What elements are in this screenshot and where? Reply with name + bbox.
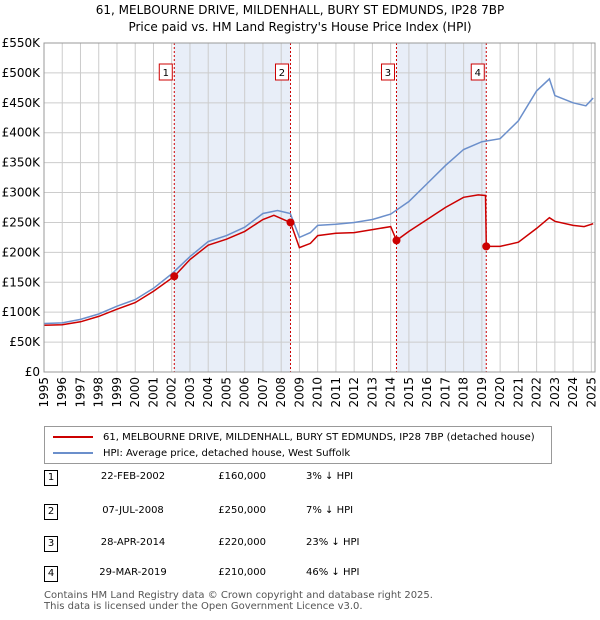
grid (43, 42, 595, 373)
legend-property-swatch (53, 436, 93, 438)
x-tick-label: 2019 (475, 377, 489, 408)
legend-property-label: 61, MELBOURNE DRIVE, MILDENHALL, BURY ST… (103, 432, 535, 443)
x-tick-label: 1995 (37, 377, 51, 408)
x-tick-label: 2010 (311, 377, 325, 408)
sale-point (286, 218, 295, 227)
sale-point (170, 272, 179, 281)
x-tick-label: 2006 (238, 377, 252, 408)
sale-markers: 1 2 3 4 (158, 63, 491, 281)
sale-label-text: 1 (163, 68, 169, 79)
sale-point (392, 236, 401, 245)
sale-label-text: 4 (475, 68, 481, 79)
y-tick-label: £350K (2, 156, 42, 170)
sale-label-text: 3 (385, 68, 391, 79)
y-tick-label: £200K (2, 245, 42, 259)
y-tick-label: £0 (25, 365, 40, 379)
x-tick-label: 2025 (584, 377, 598, 408)
footer-licence: This data is licensed under the Open Gov… (44, 601, 363, 612)
x-tick-label: 2020 (493, 377, 507, 408)
x-tick-label: 2008 (274, 377, 288, 408)
sale-price: £250,000 (218, 505, 266, 516)
footer: Contains HM Land Registry data © Crown c… (44, 590, 433, 612)
sale-row: 3 28-APR-2014 £220,000 23% ↓ HPI (44, 536, 564, 554)
x-tick-label: 1998 (92, 377, 106, 408)
sale-price: £210,000 (218, 567, 266, 578)
legend-hpi: HPI: Average price, detached house, West… (53, 447, 350, 461)
y-tick-label: £400K (2, 126, 42, 140)
x-tick-label: 2024 (566, 377, 580, 408)
x-tick-label: 2022 (530, 377, 544, 408)
x-tick-label: 2015 (402, 377, 416, 408)
legend-hpi-swatch (53, 452, 93, 454)
price-chart: 1 2 3 4 £0 £50K £100K £150K £200K £250K £300K £350… (2, 36, 599, 408)
sale-row: 1 22-FEB-2002 £160,000 3% ↓ HPI (44, 470, 564, 488)
x-tick-label: 1999 (110, 377, 124, 408)
y-tick-label: £500K (2, 66, 42, 80)
title-line-2: Price paid vs. HM Land Registry's House … (128, 20, 472, 34)
sale-number-badge: 4 (44, 566, 58, 582)
x-tick-label: 2013 (365, 377, 379, 408)
x-tick-label: 2023 (548, 377, 562, 408)
sale-label-box (470, 63, 485, 81)
sale-price: £160,000 (218, 471, 266, 482)
axes: £0 £50K £100K £150K £200K £250K £300K £350K £400… (2, 36, 599, 408)
sale-label-box (380, 63, 395, 81)
x-tick-label: 2000 (128, 377, 142, 408)
y-tick-label: £450K (2, 96, 42, 110)
hpi-line (43, 77, 594, 325)
sale-label-box (158, 63, 173, 81)
shaded-ranges (174, 43, 487, 372)
plot-frame (43, 42, 596, 373)
x-tick-label: 2016 (420, 377, 434, 408)
legend-hpi-label: HPI: Average price, detached house, West… (103, 448, 351, 459)
shaded-range (396, 43, 487, 372)
x-tick-label: 2012 (347, 377, 361, 408)
x-tick-label: 2004 (201, 377, 215, 408)
x-tick-label: 2017 (438, 377, 452, 408)
sale-hpi-diff: 46% ↓ HPI (306, 567, 360, 578)
x-tick-label: 2001 (146, 377, 160, 408)
x-tick-label: 2005 (219, 377, 233, 408)
sale-hpi-diff: 7% ↓ HPI (306, 505, 354, 516)
x-tick-label: 2011 (329, 377, 343, 408)
sale-point (482, 242, 491, 251)
x-tick-label: 2014 (384, 377, 398, 408)
sale-label-box (274, 63, 289, 81)
sale-hpi-diff: 3% ↓ HPI (306, 471, 354, 482)
x-tick-label: 2021 (511, 377, 525, 408)
x-tick-label: 2002 (165, 377, 179, 408)
x-tick-label: 1997 (73, 377, 87, 408)
series-lines (43, 77, 594, 327)
y-tick-label: £50K (9, 335, 41, 349)
sale-date: 22-FEB-2002 (100, 471, 166, 482)
y-tick-label: £100K (2, 305, 42, 319)
x-tick-label: 2009 (292, 377, 306, 408)
footer-copyright: Contains HM Land Registry data © Crown c… (44, 590, 433, 601)
sale-number-badge: 2 (44, 504, 58, 520)
x-tick-label: 2007 (256, 377, 270, 408)
y-tick-label: £300K (2, 186, 42, 200)
property-price-line (43, 194, 594, 327)
shaded-range (174, 43, 291, 372)
x-tick-label: 1996 (55, 377, 69, 408)
sale-label-text: 2 (279, 68, 285, 79)
legend: 61, MELBOURNE DRIVE, MILDENHALL, BURY ST… (44, 426, 552, 464)
x-tick-label: 2003 (183, 377, 197, 408)
y-tick-label: £250K (2, 215, 42, 229)
sale-number-badge: 1 (44, 470, 58, 486)
sale-date: 28-APR-2014 (100, 537, 166, 548)
legend-property: 61, MELBOURNE DRIVE, MILDENHALL, BURY ST… (53, 431, 535, 445)
sale-hpi-diff: 23% ↓ HPI (306, 537, 360, 548)
sale-date: 07-JUL-2008 (102, 505, 164, 516)
y-tick-label: £550K (2, 36, 42, 50)
sale-row: 2 07-JUL-2008 £250,000 7% ↓ HPI (44, 504, 564, 522)
y-tick-label: £150K (2, 275, 42, 289)
sale-row: 4 29-MAR-2019 £210,000 46% ↓ HPI (44, 566, 564, 584)
chart-title: 61, MELBOURNE DRIVE, MILDENHALL, BURY ST… (0, 2, 600, 36)
sale-date: 29-MAR-2019 (99, 567, 167, 578)
x-tick-label: 2018 (457, 377, 471, 408)
sale-price: £220,000 (218, 537, 266, 548)
title-line-1: 61, MELBOURNE DRIVE, MILDENHALL, BURY ST… (95, 3, 505, 17)
sale-number-badge: 3 (44, 536, 58, 552)
